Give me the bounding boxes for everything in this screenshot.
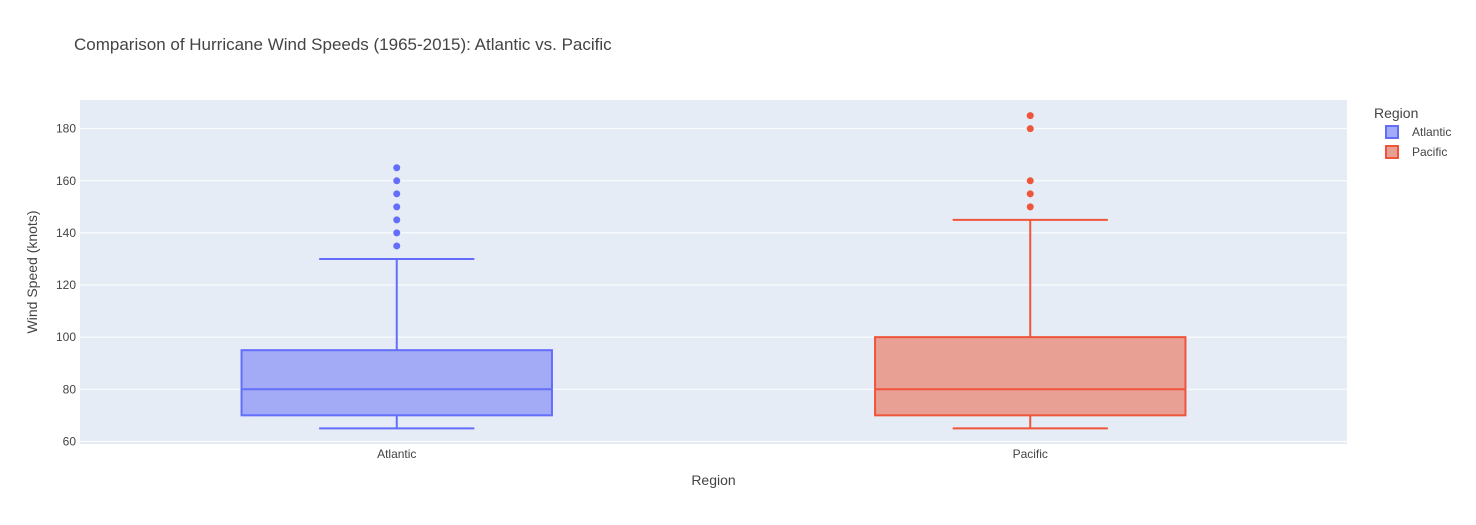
y-axis-ticks: 60 80 100 120 140 160 180 — [56, 122, 76, 449]
outlier-point — [1026, 177, 1034, 185]
legend-title: Region — [1374, 105, 1418, 121]
y-tick-label: 140 — [56, 226, 76, 240]
legend: Region Atlantic Pacific — [1374, 105, 1451, 159]
box-traces — [240, 112, 1187, 430]
legend-items: Atlantic Pacific — [1385, 125, 1451, 159]
y-tick-label: 120 — [56, 278, 76, 292]
y-tick-label: 160 — [56, 174, 76, 188]
chart-title: Comparison of Hurricane Wind Speeds (196… — [74, 35, 612, 54]
outlier-point — [1026, 112, 1034, 120]
outlier-point — [393, 177, 401, 185]
outlier-point — [1026, 190, 1034, 198]
y-tick-label: 80 — [63, 382, 77, 396]
legend-label: Pacific — [1412, 145, 1447, 159]
y-tick-label: 100 — [56, 330, 76, 344]
y-tick-label: 60 — [63, 434, 77, 448]
legend-label: Atlantic — [1412, 125, 1451, 139]
box-trace-pacific — [874, 112, 1187, 430]
outlier-point — [393, 229, 401, 237]
outlier-point — [1026, 125, 1034, 133]
iqr-box — [240, 349, 553, 417]
outlier-point — [1026, 203, 1034, 211]
outlier-point — [393, 216, 401, 224]
x-tick-label: Pacific — [1013, 447, 1048, 461]
outlier-point — [393, 190, 401, 198]
y-tick-label: 180 — [56, 122, 76, 136]
x-axis-title: Region — [691, 472, 735, 488]
y-axis-title: Wind Speed (knots) — [24, 211, 40, 334]
outlier-point — [393, 164, 401, 172]
outlier-point — [393, 242, 401, 250]
legend-swatch — [1385, 125, 1399, 139]
x-tick-label: Atlantic — [377, 447, 416, 461]
legend-swatch — [1385, 145, 1399, 159]
x-axis-ticks: Atlantic Pacific — [377, 447, 1048, 461]
box-trace-atlantic — [240, 164, 553, 430]
outlier-point — [393, 203, 401, 211]
iqr-box — [874, 336, 1187, 417]
